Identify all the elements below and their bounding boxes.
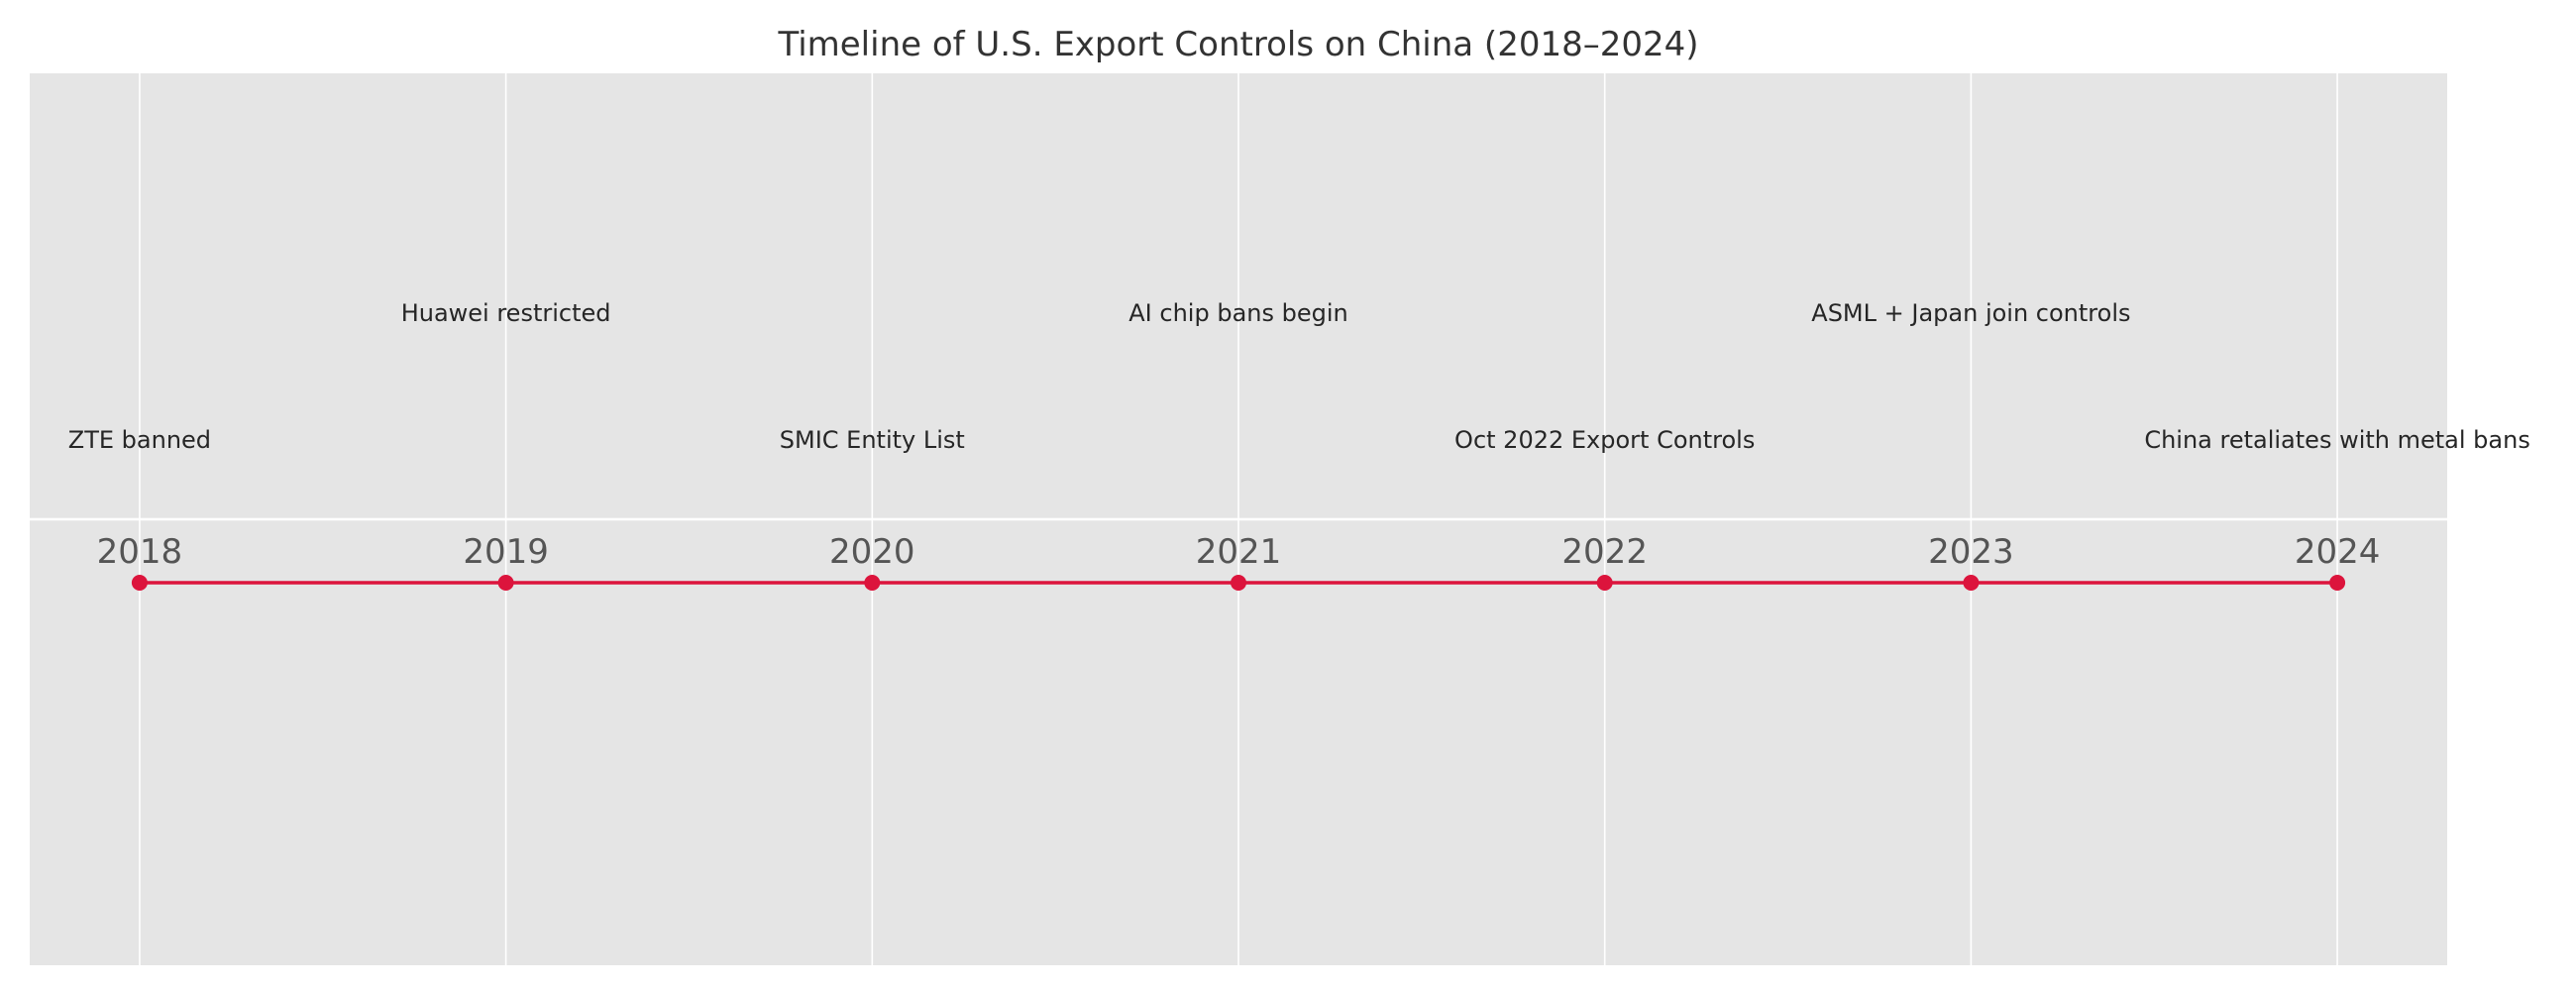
x-tick-label-2018: 2018 <box>97 532 183 572</box>
x-tick-label-2022: 2022 <box>1561 532 1648 572</box>
x-tick-labels: 2018 2019 2020 2021 2022 2023 2024 <box>97 532 2381 572</box>
data-point-2023 <box>1963 575 1980 591</box>
event-label-2024: China retaliates with metal bans <box>2144 426 2530 454</box>
x-tick-label-2023: 2023 <box>1928 532 2014 572</box>
data-point-2018 <box>131 575 148 591</box>
data-point-2024 <box>2329 575 2346 591</box>
event-label-2019: Huawei restricted <box>401 299 611 327</box>
event-label-2022: Oct 2022 Export Controls <box>1454 426 1755 454</box>
data-point-2022 <box>1596 575 1613 591</box>
x-tick-label-2024: 2024 <box>2295 532 2381 572</box>
x-tick-label-2020: 2020 <box>829 532 915 572</box>
data-point-2019 <box>497 575 514 591</box>
event-label-2021: AI chip bans begin <box>1128 299 1347 327</box>
chart-title: Timeline of U.S. Export Controls on Chin… <box>777 25 1698 64</box>
series-layer <box>131 575 2346 591</box>
event-label-2018: ZTE banned <box>68 426 211 454</box>
data-point-2021 <box>1231 575 1246 591</box>
x-tick-label-2019: 2019 <box>463 532 549 572</box>
data-point-2020 <box>864 575 881 591</box>
x-tick-label-2021: 2021 <box>1196 532 1282 572</box>
event-labels: ZTE banned Huawei restricted SMIC Entity L… <box>68 299 2530 454</box>
event-label-2023: ASML + Japan join controls <box>1811 299 2130 327</box>
event-label-2020: SMIC Entity List <box>780 426 965 454</box>
